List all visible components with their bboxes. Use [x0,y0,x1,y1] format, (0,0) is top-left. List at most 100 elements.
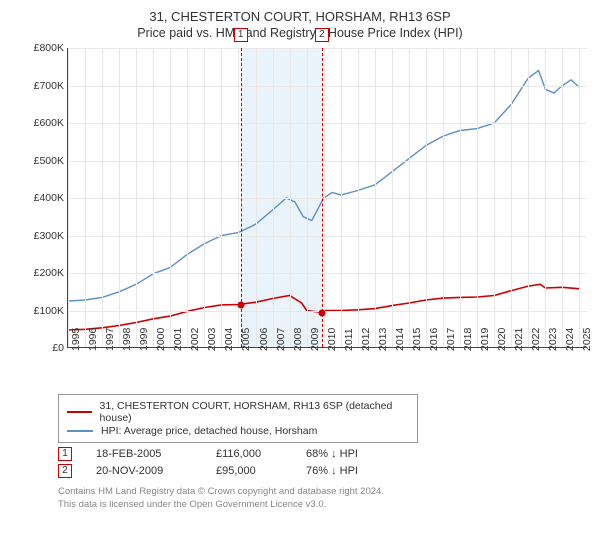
gridline-v [562,48,563,347]
xtick-label: 1995 [70,328,82,351]
sale-row-price: £116,000 [216,448,306,460]
gridline-v [256,48,257,347]
sale-point-dot [237,301,244,308]
chart-container: 31, CHESTERTON COURT, HORSHAM, RH13 6SP … [0,0,600,560]
sale-row: 1 18-FEB-2005£116,00068% ↓ HPI [58,447,588,461]
xtick-label: 1998 [121,328,133,351]
xtick-label: 2015 [411,328,423,351]
gridline-h [68,198,587,199]
xtick-label: 2001 [172,328,184,351]
gridline-v [204,48,205,347]
xtick-label: 2025 [581,328,593,351]
gridline-v [68,48,69,347]
xtick-label: 1997 [104,328,116,351]
gridline-h [68,273,587,274]
xtick-label: 2023 [547,328,559,351]
legend-swatch [67,411,92,413]
gridline-v [273,48,274,347]
sale-marker-badge: 1 [234,28,248,42]
sale-row: 220-NOV-2009£95,00076% ↓ HPI [58,464,588,478]
xtick-label: 2004 [223,328,235,351]
legend-row: HPI: Average price, detached house, Hors… [67,425,409,437]
sale-row-price: £95,000 [216,465,306,477]
sale-row-delta: 76% ↓ HPI [306,465,406,477]
sale-row-date: 18-FEB-2005 [96,448,216,460]
gridline-v [221,48,222,347]
xtick-label: 2016 [428,328,440,351]
legend-label: HPI: Average price, detached house, Hors… [101,425,317,437]
xtick-label: 1996 [87,328,99,351]
footer-line: Contains HM Land Registry data © Crown c… [58,486,588,499]
legend-row: 31, CHESTERTON COURT, HORSHAM, RH13 6SP … [67,400,409,424]
gridline-v [528,48,529,347]
ytick-label: £400K [22,192,64,204]
xtick-label: 2010 [326,328,338,351]
xtick-label: 2002 [189,328,201,351]
xtick-label: 2014 [394,328,406,351]
xtick-label: 2006 [258,328,270,351]
gridline-v [170,48,171,347]
sale-row-badge: 1 [58,447,72,461]
ytick-label: £300K [22,230,64,242]
gridline-v [579,48,580,347]
attribution-footer: Contains HM Land Registry data © Crown c… [58,486,588,512]
gridline-v [358,48,359,347]
gridline-v [307,48,308,347]
sale-point-dot [318,309,325,316]
gridline-v [409,48,410,347]
xtick-label: 2005 [240,328,252,351]
ytick-label: £700K [22,80,64,92]
gridline-v [545,48,546,347]
ytick-label: £500K [22,155,64,167]
gridline-v [375,48,376,347]
gridline-v [119,48,120,347]
xtick-label: 2021 [513,328,525,351]
gridline-v [341,48,342,347]
xtick-label: 2017 [445,328,457,351]
xtick-label: 2012 [360,328,372,351]
gridline-v [494,48,495,347]
ytick-label: £0 [22,342,64,354]
gridline-v [153,48,154,347]
plot-region: 12 [67,48,587,348]
gridline-h [68,236,587,237]
gridline-v [460,48,461,347]
gridline-v [290,48,291,347]
gridline-v [511,48,512,347]
xtick-label: 2000 [155,328,167,351]
xtick-label: 2008 [292,328,304,351]
xtick-label: 2022 [530,328,542,351]
gridline-v [477,48,478,347]
chart-subtitle: Price paid vs. HM Land Registry's House … [12,26,588,40]
xtick-label: 2011 [343,329,355,352]
ytick-label: £800K [22,42,64,54]
legend-swatch [67,430,93,432]
gridline-v [392,48,393,347]
gridline-h [68,161,587,162]
gridline-v [102,48,103,347]
gridline-h [68,123,587,124]
sale-row-badge: 2 [58,464,72,478]
gridline-h [68,86,587,87]
sale-row-delta: 68% ↓ HPI [306,448,406,460]
gridline-v [443,48,444,347]
chart-title: 31, CHESTERTON COURT, HORSHAM, RH13 6SP [12,8,588,26]
xtick-label: 2019 [479,328,491,351]
sale-marker-line [322,48,323,347]
gridline-v [426,48,427,347]
gridline-v [136,48,137,347]
sale-points-table: 1 18-FEB-2005£116,00068% ↓ HPI 220-NOV-200… [58,447,588,478]
xtick-label: 2024 [564,328,576,351]
legend-label: 31, CHESTERTON COURT, HORSHAM, RH13 6SP … [100,400,409,424]
xtick-label: 1999 [138,328,150,351]
xtick-label: 2009 [309,328,321,351]
footer-line: This data is licensed under the Open Gov… [58,499,588,512]
ytick-label: £200K [22,267,64,279]
xtick-label: 2018 [462,328,474,351]
xtick-label: 2020 [496,328,508,351]
xtick-label: 2003 [206,328,218,351]
sale-marker-badge: 2 [315,28,329,42]
xtick-label: 2013 [377,328,389,351]
gridline-v [85,48,86,347]
gridline-v [187,48,188,347]
